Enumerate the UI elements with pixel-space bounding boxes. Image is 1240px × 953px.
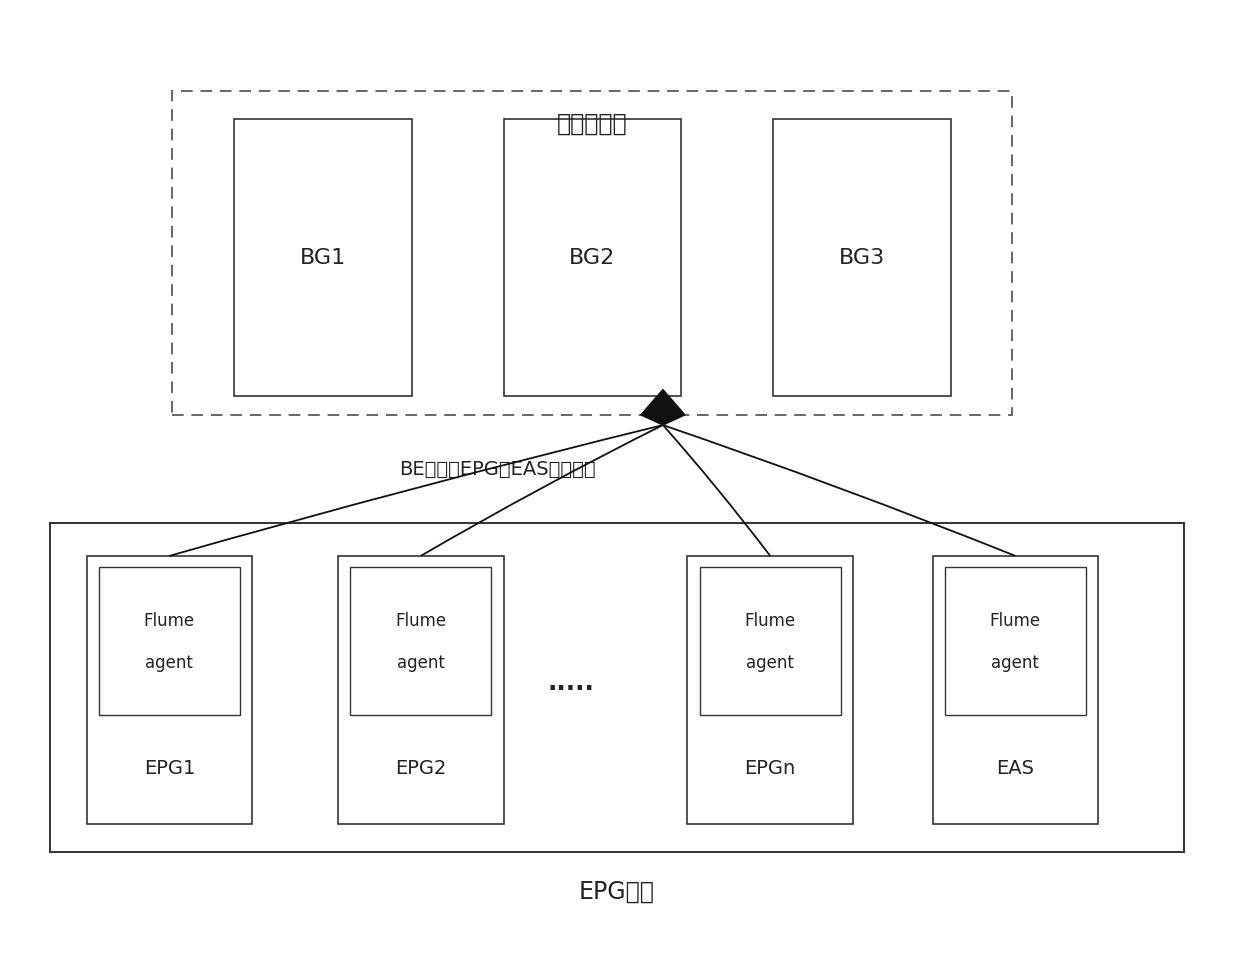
Bar [687, 557, 853, 824]
Text: 大数据集群: 大数据集群 [557, 112, 627, 136]
Text: Flume: Flume [990, 612, 1042, 630]
Text: Flume: Flume [396, 612, 446, 630]
Text: Flume: Flume [745, 612, 796, 630]
Bar [87, 557, 252, 824]
Bar [339, 557, 503, 824]
Bar [503, 120, 681, 396]
Text: BE接口：EPG、EAS日志采集: BE接口：EPG、EAS日志采集 [399, 459, 596, 478]
Text: EAS: EAS [997, 759, 1034, 777]
Text: Flume: Flume [144, 612, 195, 630]
Bar [172, 91, 1012, 416]
Bar [932, 557, 1099, 824]
Text: BG1: BG1 [300, 248, 346, 268]
Bar [351, 568, 491, 715]
Text: BG2: BG2 [569, 248, 615, 268]
Text: EPGn: EPGn [744, 759, 796, 777]
Text: agent: agent [746, 653, 794, 671]
Bar [945, 568, 1086, 715]
Bar [774, 120, 951, 396]
Bar [99, 568, 239, 715]
Bar [234, 120, 412, 396]
Bar [50, 523, 1184, 852]
Text: agent: agent [992, 653, 1039, 671]
Text: EPG2: EPG2 [396, 759, 446, 777]
Bar [699, 568, 841, 715]
Text: EPG1: EPG1 [144, 759, 195, 777]
Text: EPG集群: EPG集群 [579, 879, 655, 902]
Text: ·····: ····· [548, 676, 594, 700]
Text: agent: agent [397, 653, 445, 671]
Polygon shape [641, 390, 684, 426]
Text: agent: agent [145, 653, 193, 671]
Text: BG3: BG3 [839, 248, 885, 268]
